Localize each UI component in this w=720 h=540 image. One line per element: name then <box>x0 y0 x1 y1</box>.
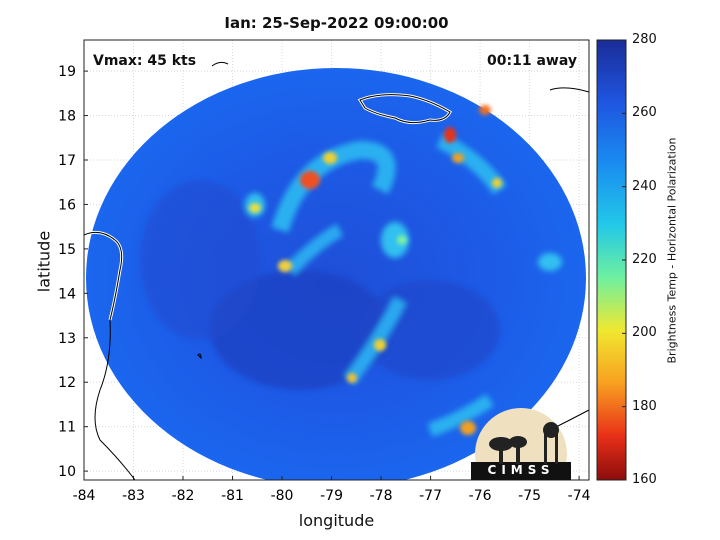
map-title: Ian: 25-Sep-2022 09:00:00 <box>224 14 449 32</box>
y-tick-label: 17 <box>58 153 76 169</box>
colorbar-tick-label: 240 <box>632 178 657 194</box>
y-tick-label: 15 <box>58 242 76 258</box>
x-tick-label: -78 <box>370 488 393 504</box>
colorbar-tick-label: 280 <box>632 32 657 47</box>
cimss-logo-graphic <box>471 408 571 500</box>
time-away-label: 00:11 away <box>487 53 577 69</box>
x-tick-label: -81 <box>221 488 244 504</box>
y-axis-ticks: 19 18 17 16 15 14 13 12 11 10 <box>58 64 88 480</box>
colorbar-tick-label: 160 <box>632 472 657 487</box>
coastlines <box>83 61 590 481</box>
x-tick-label: -84 <box>73 488 96 504</box>
x-tick-label: -74 <box>568 488 591 504</box>
logo-text: CIMSS <box>487 463 555 477</box>
colorbar-tick-label: 220 <box>632 252 657 267</box>
cimss-logo: CIMSS <box>471 404 571 500</box>
y-tick-label: 11 <box>58 420 76 436</box>
y-tick-label: 19 <box>58 64 76 80</box>
x-tick-label: -83 <box>122 488 145 504</box>
cold-cores <box>249 105 502 435</box>
x-tick-label: -76 <box>469 488 492 504</box>
x-tick-label: -80 <box>271 488 294 504</box>
x-tick-label: -77 <box>419 488 442 504</box>
x-tick-label: -82 <box>172 488 195 504</box>
colorbar <box>596 39 627 481</box>
brightness-swath <box>86 68 586 480</box>
convective-bands <box>140 132 562 437</box>
colorbar-tick-label: 200 <box>632 325 657 341</box>
axes-frame <box>83 39 590 481</box>
y-tick-label: 13 <box>58 331 76 347</box>
y-axis-label: latitude <box>34 230 54 293</box>
x-tick-label: -79 <box>320 488 343 504</box>
vmax-label: Vmax: 45 kts <box>93 53 197 69</box>
y-tick-label: 18 <box>58 109 76 125</box>
y-tick-label: 16 <box>58 197 76 213</box>
y-tick-label: 10 <box>58 464 76 480</box>
x-axis-label: longitude <box>298 511 375 530</box>
colorbar-ticks <box>622 39 626 481</box>
colorbar-label: Brightness Temp - Horizontal Polarizatio… <box>665 137 679 364</box>
colorbar-tick-label: 260 <box>632 105 657 121</box>
x-tick-label: -75 <box>518 488 541 504</box>
y-tick-label: 12 <box>58 375 76 391</box>
y-tick-label: 14 <box>58 286 76 302</box>
colorbar-tick-label: 180 <box>632 398 657 414</box>
x-axis-ticks: -84 -83 -82 -81 -80 -79 -78 -77 -76 -75 -74 <box>73 476 591 504</box>
